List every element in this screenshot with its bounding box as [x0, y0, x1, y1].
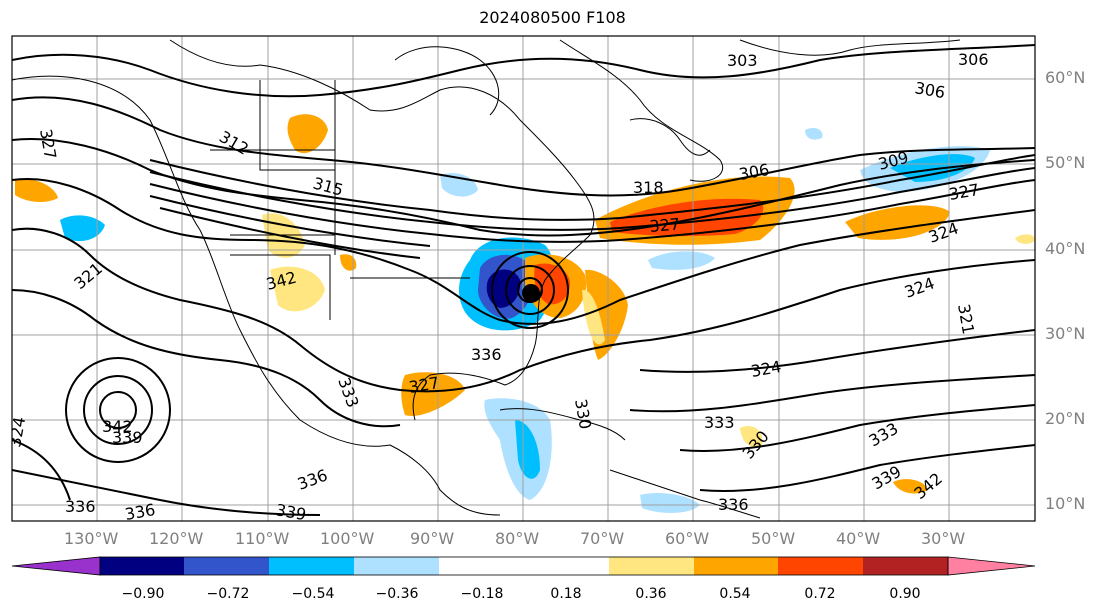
- contour-label: 336: [123, 500, 156, 524]
- colorbar-tick-label: −0.18: [460, 586, 504, 602]
- positive-anomaly-region: [270, 266, 325, 312]
- negative-anomaly-region: [486, 269, 521, 308]
- contour-label: 327: [649, 214, 681, 236]
- contour-label: 306: [958, 50, 989, 69]
- colorbar-segment: [778, 557, 863, 575]
- colorbar-segment: [354, 557, 439, 575]
- lon-label: 70°W: [580, 529, 625, 548]
- coastlines: [12, 39, 961, 519]
- colorbar-segment: [694, 557, 778, 575]
- colorbar-tick-label: 0.90: [889, 586, 921, 602]
- positive-anomaly-region: [287, 114, 328, 154]
- lat-label: 60°N: [1045, 68, 1086, 87]
- lon-label: 110°W: [235, 529, 290, 548]
- contour-label: 336: [471, 345, 502, 364]
- negative-anomaly-region: [640, 493, 700, 513]
- colorbar-tick-label: −0.36: [375, 586, 419, 602]
- colorbar-tick-label: −0.90: [121, 586, 165, 602]
- colorbar-tick-label: 0.54: [719, 586, 751, 602]
- cyclone-center-marker: [522, 284, 540, 302]
- colorbar-segment: [609, 557, 694, 575]
- lon-label: 40°W: [836, 529, 881, 548]
- lat-label: 50°N: [1045, 153, 1086, 172]
- positive-anomaly-region: [534, 263, 570, 305]
- negative-anomaly-region: [648, 251, 715, 270]
- colorbar-upper-extension: [947, 556, 1036, 576]
- contour-label: 342: [102, 417, 133, 436]
- contour-label: 339: [112, 428, 143, 447]
- colorbar-segment: [184, 557, 269, 575]
- colorbar-tick-label: −0.72: [206, 586, 250, 602]
- lon-label: 50°W: [751, 529, 796, 548]
- positive-anomaly-region: [1015, 234, 1035, 244]
- colorbar-segment: [269, 557, 354, 575]
- colorbar-segment: [863, 557, 948, 575]
- lon-label: 60°W: [665, 529, 710, 548]
- colorbar: [11, 556, 1036, 576]
- contour-label: 324: [5, 415, 29, 448]
- map-title: 2024080500 F108: [479, 8, 626, 27]
- lat-label: 10°N: [1045, 494, 1086, 513]
- map-frame: [11, 35, 1036, 522]
- lon-label: 30°W: [921, 529, 966, 548]
- lon-label: 130°W: [64, 529, 119, 548]
- positive-anomaly-region: [340, 254, 357, 271]
- colorbar-segment: [439, 557, 609, 575]
- lon-label: 80°W: [495, 529, 540, 548]
- colorbar-frame: [99, 556, 949, 576]
- contour-label: 318: [633, 178, 664, 197]
- positive-anomaly-region: [893, 479, 928, 494]
- positive-anomaly-region: [582, 289, 605, 345]
- negative-anomaly-region: [805, 127, 823, 140]
- lon-label: 90°W: [410, 529, 455, 548]
- contour-label: 333: [704, 413, 735, 432]
- negative-anomaly-region: [890, 154, 975, 182]
- colorbar-segment: [100, 557, 184, 575]
- colorbar-lower-extension: [11, 556, 101, 576]
- positive-anomaly-region: [740, 425, 763, 447]
- positive-anomaly-region: [15, 178, 58, 202]
- contour-label: 336: [65, 497, 96, 516]
- lat-label: 30°N: [1045, 324, 1086, 343]
- colorbar-tick-label: 0.18: [550, 586, 582, 602]
- lat-label: 40°N: [1045, 239, 1086, 258]
- colorbar-tick-label: 0.36: [635, 586, 667, 602]
- positive-anomaly-region: [845, 205, 950, 240]
- lon-label: 100°W: [320, 529, 375, 548]
- negative-anomaly-region: [515, 420, 540, 479]
- positive-anomaly-region: [401, 372, 465, 416]
- contour-label: 339: [274, 500, 307, 524]
- colorbar-tick-label: 0.72: [804, 586, 836, 602]
- colorbar-tick-label: −0.54: [291, 586, 335, 602]
- contour-label: 336: [718, 495, 749, 514]
- lat-label: 20°N: [1045, 409, 1086, 428]
- contour-label: 303: [727, 51, 758, 70]
- contour-lines: [12, 44, 1035, 516]
- lon-label: 120°W: [149, 529, 204, 548]
- negative-anomaly-region: [60, 215, 105, 242]
